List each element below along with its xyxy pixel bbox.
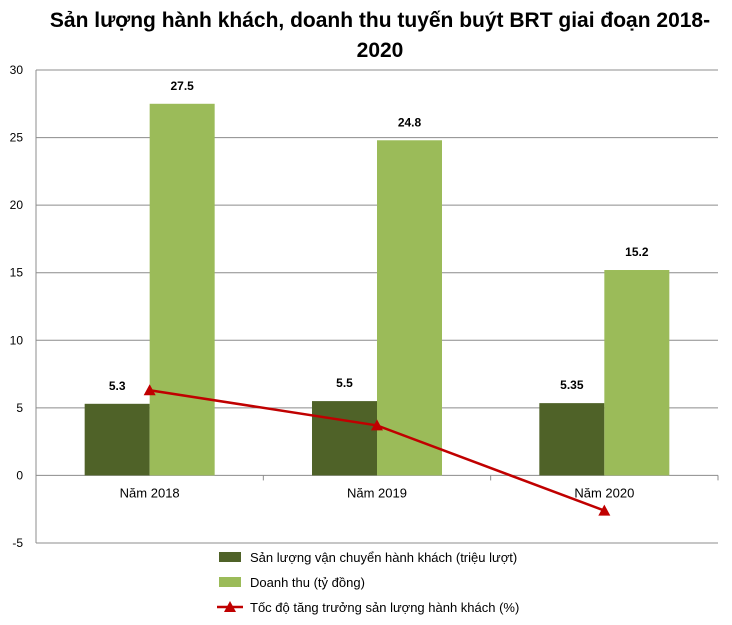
data-label: 15.2 [625, 245, 649, 259]
legend-swatch [219, 552, 241, 562]
bar [312, 401, 377, 476]
line-point [371, 419, 383, 431]
x-tick-label: Năm 2019 [347, 485, 407, 500]
legend-entry: Tốc độ tăng trưởng sản lượng hành khách … [250, 600, 519, 615]
data-label: 5.5 [336, 376, 353, 390]
line-point [143, 384, 156, 396]
y-tick-label: 15 [10, 266, 24, 280]
y-tick-label: 30 [10, 63, 24, 77]
y-tick-label: 10 [10, 333, 24, 347]
bar [377, 140, 442, 476]
x-tick-label: Năm 2018 [120, 485, 180, 500]
y-tick-label: 5 [16, 401, 23, 415]
y-tick-label: 0 [16, 468, 23, 482]
legend-entry: Sản lượng vận chuyển hành khách (triệu l… [250, 550, 517, 565]
bar [149, 103, 215, 476]
bar [604, 270, 670, 476]
x-tick-label: Năm 2020 [574, 485, 634, 500]
data-label: 5.35 [560, 378, 584, 392]
data-label: 24.8 [398, 115, 422, 129]
data-label: 5.3 [109, 379, 126, 393]
y-tick-label: -5 [12, 536, 23, 550]
data-label: 27.5 [170, 79, 194, 93]
y-tick-label: 25 [10, 131, 24, 145]
y-tick-label: 20 [10, 198, 24, 212]
line-point [598, 504, 611, 516]
bar [539, 403, 605, 476]
bar [84, 403, 150, 476]
legend-swatch [219, 577, 241, 587]
chart-title: Sản lượng hành khách, doanh thu tuyến bu… [49, 9, 711, 62]
legend-entry: Doanh thu (tỷ đồng) [250, 575, 365, 590]
legend-marker [224, 601, 236, 612]
